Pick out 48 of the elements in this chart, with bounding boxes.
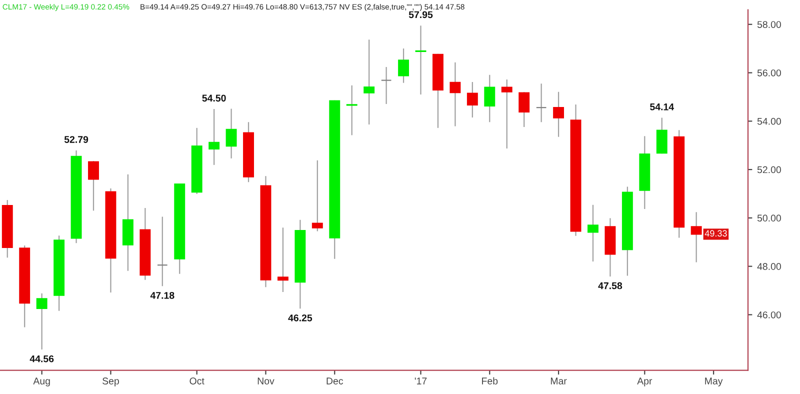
candlestick: [553, 91, 564, 138]
candlestick: [466, 81, 478, 118]
candlestick: [346, 84, 358, 136]
candlestick: [398, 48, 409, 84]
candlestick: [501, 78, 512, 150]
candlestick: [536, 83, 547, 123]
x-tick-label: Oct: [190, 378, 204, 384]
annotation: 52.79: [64, 136, 88, 143]
candlestick: [156, 216, 168, 287]
candlestick: [380, 66, 392, 105]
y-tick-label: 48.00: [757, 263, 781, 270]
annotation: 44.56: [30, 355, 54, 362]
candlestick: [690, 212, 702, 263]
y-tick-label: 52.00: [757, 166, 781, 174]
annotation: 54.50: [202, 94, 226, 102]
annotation: 54.14: [650, 104, 674, 110]
x-tick-label: Apr: [637, 378, 652, 386]
candlestick: [450, 62, 461, 127]
annotation: 57.95: [408, 11, 433, 18]
annotation: 47.58: [598, 282, 622, 290]
y-tick-label: 58.00: [757, 21, 781, 28]
annotation: 46.25: [288, 314, 312, 322]
y-tick-label: 54.00: [757, 118, 781, 125]
candlestick: [518, 92, 530, 128]
y-tick-label: 46.00: [757, 311, 781, 318]
candlestick: [312, 160, 323, 232]
candlestick: [36, 292, 48, 350]
x-tick-label: Feb: [482, 377, 498, 384]
x-tick-label: Aug: [33, 378, 50, 386]
annotation: 47.18: [150, 292, 174, 299]
candlestick: [588, 204, 598, 262]
candlestick: [226, 108, 237, 159]
x-tick-label: Dec: [326, 378, 344, 384]
candlestick: [277, 227, 288, 293]
x-tick-label: '17: [414, 378, 427, 384]
candlestick: [484, 74, 496, 123]
x-tick-label: Nov: [258, 378, 274, 384]
x-tick-label: Sep: [102, 378, 119, 386]
annotation: 49.33: [704, 230, 727, 237]
candlestick: [208, 108, 220, 166]
candlestick: [656, 117, 668, 154]
y-tick-label: 56.00: [757, 69, 781, 76]
y-tick-label: 50.00: [757, 214, 781, 222]
x-tick-label: Mar: [550, 378, 567, 384]
candlestick: [415, 25, 426, 96]
candlestick: [88, 160, 99, 212]
candlestick: [364, 39, 375, 126]
x-tick-label: May: [705, 378, 723, 386]
